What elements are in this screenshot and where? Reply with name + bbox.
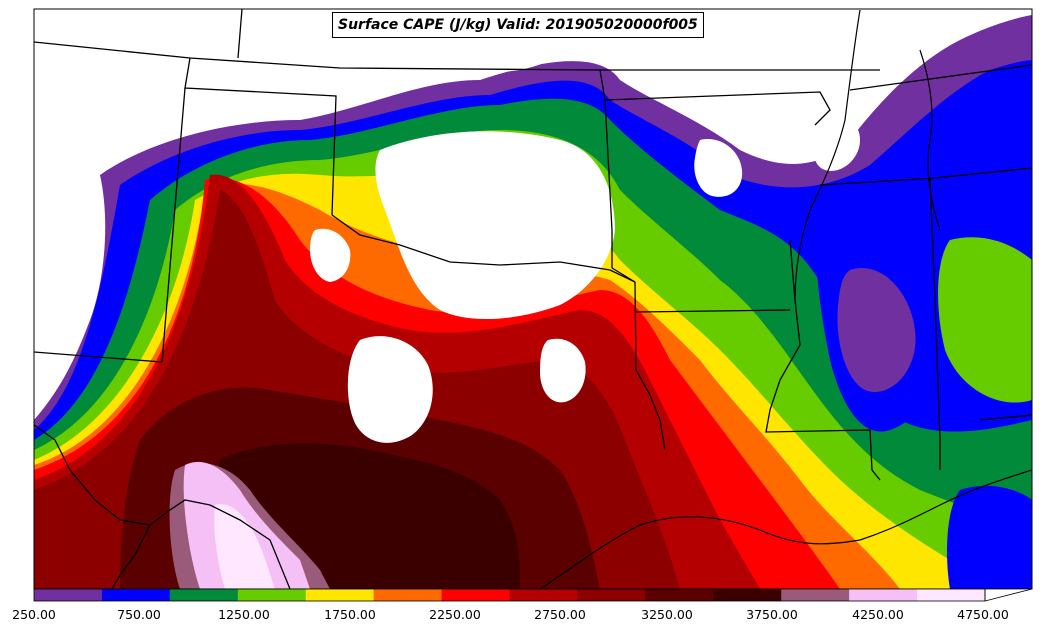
cape-low-west bbox=[310, 228, 351, 282]
colorbar-tick-label: 1750.00 bbox=[324, 607, 376, 622]
border-line bbox=[111, 524, 151, 589]
cape-east-green bbox=[938, 237, 1032, 403]
colorbar-tick-label: 1250.00 bbox=[218, 607, 270, 622]
border-line bbox=[819, 167, 1032, 186]
border-line bbox=[611, 267, 636, 283]
state-borders bbox=[34, 9, 1032, 589]
border-line bbox=[849, 64, 1032, 91]
cape-low-east-top bbox=[600, 9, 880, 161]
colorbar-swatch bbox=[849, 589, 918, 601]
colorbar-swatch bbox=[781, 589, 850, 601]
cape-low-plains bbox=[375, 131, 615, 320]
colorbar-swatch bbox=[713, 589, 782, 601]
colorbar-swatch bbox=[577, 589, 646, 601]
colorbar-swatch bbox=[645, 589, 714, 601]
border-line bbox=[209, 504, 291, 589]
colorbar-tick-label: 750.00 bbox=[117, 607, 161, 622]
cape-field bbox=[34, 9, 1032, 589]
border-line bbox=[979, 414, 1032, 421]
cape-low-ozark bbox=[694, 139, 743, 197]
coastline-east bbox=[919, 49, 941, 231]
border-line bbox=[634, 281, 666, 451]
colorbar-tick-label: 4250.00 bbox=[852, 607, 904, 622]
cape-band-lightpink bbox=[214, 504, 275, 589]
colorbar-tick-label: 2750.00 bbox=[534, 607, 586, 622]
border-line bbox=[237, 9, 243, 59]
colorbar-swatch bbox=[373, 589, 443, 601]
cape-se-blue bbox=[947, 485, 1032, 589]
colorbar-tick-label: 2250.00 bbox=[429, 607, 481, 622]
cape-low-smallspot bbox=[540, 338, 586, 403]
border-line bbox=[765, 239, 881, 481]
colorbar-tick-label: 4750.00 bbox=[957, 607, 1009, 622]
colorbar bbox=[33, 588, 1033, 602]
colorbar-swatch bbox=[441, 589, 510, 601]
cape-east-purple bbox=[837, 268, 916, 392]
coastline bbox=[539, 9, 1032, 589]
border-line bbox=[929, 177, 941, 470]
border-line bbox=[184, 57, 337, 216]
colorbar-swatch bbox=[34, 589, 103, 601]
colorbar-swatch bbox=[169, 589, 239, 601]
colorbar-tick-label: 3250.00 bbox=[641, 607, 693, 622]
colorbar-tick-label: 3750.00 bbox=[746, 607, 798, 622]
border-line bbox=[635, 309, 791, 313]
colorbar-swatch bbox=[237, 589, 307, 601]
colorbar-swatch bbox=[101, 589, 171, 601]
colorbar-swatch bbox=[509, 589, 578, 601]
border-line bbox=[34, 424, 211, 526]
map-title: Surface CAPE (J/kg) Valid: 201905020000f… bbox=[332, 12, 704, 38]
border-line bbox=[331, 214, 636, 283]
border-line bbox=[599, 69, 613, 268]
border-line bbox=[34, 41, 880, 71]
cape-low-north bbox=[34, 9, 600, 175]
cape-low-bigspot bbox=[347, 336, 433, 443]
colorbar-outline bbox=[33, 588, 986, 602]
colorbar-extend-arrow bbox=[984, 588, 1033, 602]
border-line bbox=[604, 91, 831, 126]
colorbar-tick-label: 250.00 bbox=[12, 607, 56, 622]
colorbar-swatch bbox=[305, 589, 375, 601]
cape-low-ms bbox=[813, 116, 860, 171]
coastline-mississippi bbox=[794, 9, 861, 301]
border-line bbox=[34, 87, 186, 363]
coastline-gulf bbox=[539, 469, 1032, 589]
colorbar-swatch bbox=[917, 589, 986, 601]
cape-low-bigbend bbox=[34, 175, 106, 420]
